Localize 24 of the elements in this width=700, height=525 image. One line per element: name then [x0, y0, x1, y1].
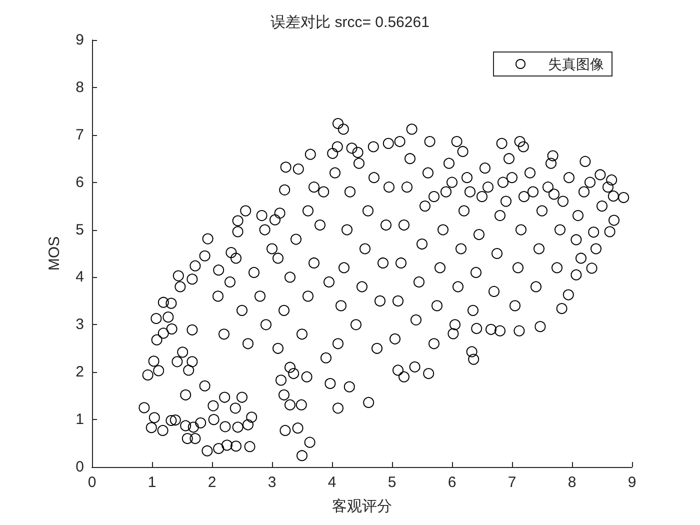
y-tick-label: 7: [76, 126, 84, 144]
x-tick-label: 9: [628, 474, 636, 491]
x-tick-label: 3: [268, 474, 276, 491]
chart-title: 误差对比 srcc= 0.56261: [270, 14, 430, 31]
y-tick-label: 0: [76, 458, 84, 476]
y-tick-label: 5: [76, 221, 84, 238]
x-tick-label: 2: [208, 474, 216, 491]
legend-label: 失真图像: [548, 56, 604, 72]
x-tick-label: 8: [568, 474, 576, 491]
x-tick-label: 7: [508, 474, 516, 491]
y-tick-label: 1: [76, 411, 84, 428]
x-tick-label: 4: [328, 474, 336, 491]
y-axis-title: MOS: [46, 236, 63, 271]
y-tick-label: 4: [76, 268, 84, 286]
y-tick-label: 6: [76, 174, 84, 191]
x-tick-label: 1: [148, 474, 156, 491]
x-tick-label: 5: [388, 474, 396, 491]
y-tick-label: 3: [76, 316, 84, 334]
x-tick-label: 0: [88, 474, 96, 491]
y-tick-label: 2: [76, 364, 84, 381]
y-tick-label: 8: [76, 78, 84, 96]
x-tick-label: 6: [448, 474, 456, 491]
y-tick-label: 9: [76, 32, 84, 48]
x-axis-title: 客观评分: [332, 498, 392, 515]
